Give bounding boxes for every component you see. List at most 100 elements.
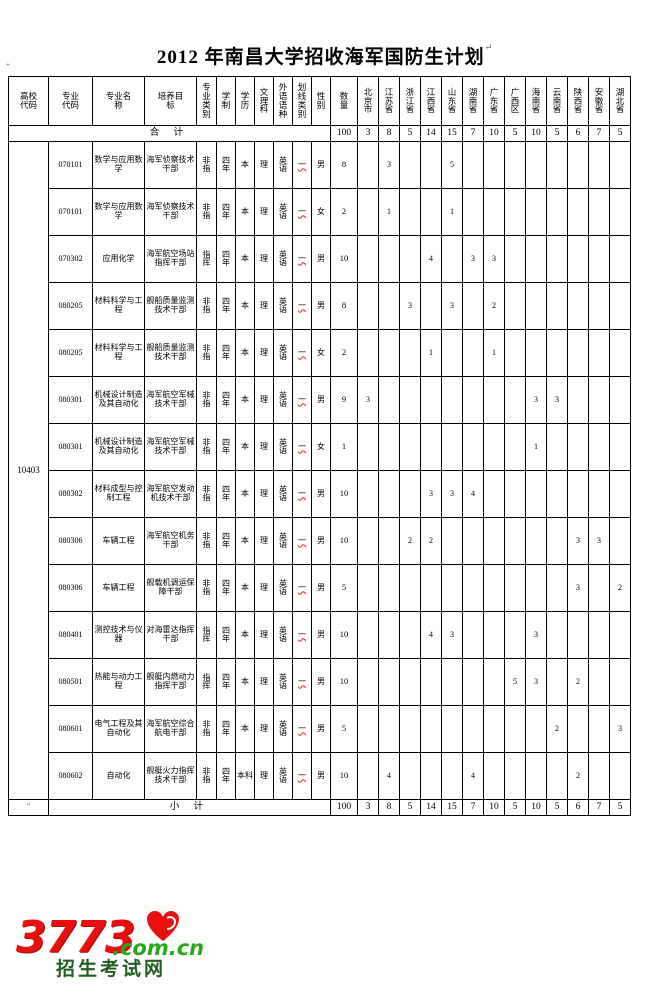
province-cell-shaanxi: 2 [567,752,589,800]
province-cell-hubei [609,141,631,189]
province-cell-hubei [609,188,631,236]
province-cell-yunnan [546,235,568,283]
province-cell-anhui [588,564,610,612]
province-cell-hubei [609,752,631,800]
duration-cell-text: 四年 [222,390,230,408]
major-category-cell: 非指 [196,752,217,800]
page-title: 2012 年南昌大学招收海军国防生计划↵ [0,42,650,69]
degree-cell: 本科 [235,752,255,800]
province-cell-anhui [588,188,610,236]
table-row: 10403 070101 数学与应用数学 海军侦察技术干部 非指 四年本理英语一男 8 3 5 [8,141,631,800]
language-cell-text: 英语 [279,672,287,690]
line-type-cell: 一 [292,611,312,659]
language-cell: 英语 [273,141,293,189]
duration-cell: 四年 [216,376,236,424]
language-cell: 英语 [273,517,293,565]
subtotal-value-anhui: 7 [588,799,610,816]
table-row: 080501 热能与动力工程 舰艇内燃动力指挥干部 指挥 四年本理英语一男 10 5 3 2 [9,658,631,706]
grand-total-row-label: 合 计 [8,125,331,142]
major-code-cell: 070302 [48,235,93,283]
track-cell: 理 [254,282,274,330]
province-cell-shaanxi [567,611,589,659]
province-cell-shaanxi [567,188,589,236]
province-cell-yunnan [546,141,568,189]
training-goal-cell: 舰船质量监测技术干部 [144,329,197,377]
track-cell: 理 [254,564,274,612]
province-cell-hainan [525,564,547,612]
gender-cell: 男 [311,282,331,330]
grand-total-row-value-beijing: 3 [357,125,379,142]
province-cell-shandong [441,752,463,800]
duration-cell: 四年 [216,235,236,283]
province-cell-guangxi [504,752,526,800]
language-cell-text: 英语 [279,155,287,173]
major-category-cell: 非指 [196,282,217,330]
language-cell-text: 英语 [279,531,287,549]
major-category-cell-text: 非指 [202,343,211,361]
duration-cell: 四年 [216,282,236,330]
quantity-cell: 10 [330,752,358,800]
training-goal-cell: 海军航空军械技术干部 [144,376,197,424]
line-type-cell: 一 [292,188,312,236]
province-cell-yunnan [546,188,568,236]
province-cell-yunnan [546,517,568,565]
table-row: 080306 车辆工程 海军航空机务干部 非指 四年本理英语一男 10 2 2 3 3 [9,517,631,565]
province-cell-jiangxi [420,658,442,706]
grand-total-row-value-anhui: 7 [588,125,610,142]
track-cell: 理 [254,235,274,283]
province-cell-zhejiang: 2 [399,517,421,565]
duration-cell: 四年 [216,470,236,518]
province-cell-hunan [462,517,484,565]
table-row: 080205 材料科学与工程 舰船质量监测技术干部 非指 四年本理英语一男 8 3 3 2 [9,282,631,330]
province-cell-jiangsu [378,705,400,753]
grand-total-row: 合 计 100 3 8 5 14 15 7 10 5 10 5 6 7 5 [8,125,631,142]
province-cell-yunnan [546,282,568,330]
province-cell-anhui [588,611,610,659]
logo-domain-text: .com.cn [112,936,205,960]
province-cell-hainan: 3 [525,658,547,706]
line-type-cell: 一 [292,658,312,706]
province-cell-guangdong [483,611,505,659]
province-cell-guangxi [504,376,526,424]
language-cell: 英语 [273,235,293,283]
training-goal-cell: 海军侦察技术干部 [144,141,197,189]
degree-cell: 本 [235,329,255,377]
major-code-cell: 080501 [48,658,93,706]
table-row: 070101 数学与应用数学 海军侦察技术干部 非指 四年本理英语一女 2 1 1 [9,188,631,236]
header-major-name: 专业名称 [92,76,145,126]
province-cell-shandong [441,329,463,377]
duration-cell: 四年 [216,423,236,471]
language-cell: 英语 [273,752,293,800]
province-cell-hubei [609,329,631,377]
province-cell-jiangxi [420,282,442,330]
degree-cell: 本 [235,658,255,706]
table-row: 080306 车辆工程 舰载机调运保障干部 非指 四年本理英语一男 5 3 2 [9,564,631,612]
major-name-cell: 自动化 [92,752,145,800]
province-cell-shaanxi [567,423,589,471]
duration-cell-text: 四年 [222,672,230,690]
degree-cell: 本 [235,611,255,659]
header-province-yunnan: 云南省 [546,76,568,126]
duration-cell: 四年 [216,517,236,565]
province-cell-beijing [357,658,379,706]
province-cell-hainan [525,705,547,753]
province-cell-guangxi [504,423,526,471]
degree-cell: 本 [235,423,255,471]
header-province-guangdong: 广东省 [483,76,505,126]
province-cell-hainan: 1 [525,423,547,471]
subtotal-value-guangxi: 5 [504,799,526,816]
degree-cell: 本 [235,705,255,753]
major-code-cell: 080306 [48,564,93,612]
header-province-beijing: 北京市 [357,76,379,126]
province-cell-hainan [525,329,547,377]
table-row: 080401 测控技术与仪器 对海雷达指挥干部 指挥 四年本理英语一男 10 4 3 3 [9,611,631,659]
province-cell-hunan [462,658,484,706]
training-goal-cell: 海军航空军械技术干部 [144,423,197,471]
major-code-cell: 070101 [48,188,93,236]
table-header-row: 高校代码 专业代码 专业名称 培养目标 专业类别 学制 学历 文理科 外语语种 … [8,76,631,126]
province-cell-hunan: 4 [462,470,484,518]
grand-total-row-value-jiangsu: 8 [378,125,400,142]
province-cell-hunan [462,705,484,753]
major-category-cell: 非指 [196,470,217,518]
province-cell-shaanxi: 3 [567,517,589,565]
